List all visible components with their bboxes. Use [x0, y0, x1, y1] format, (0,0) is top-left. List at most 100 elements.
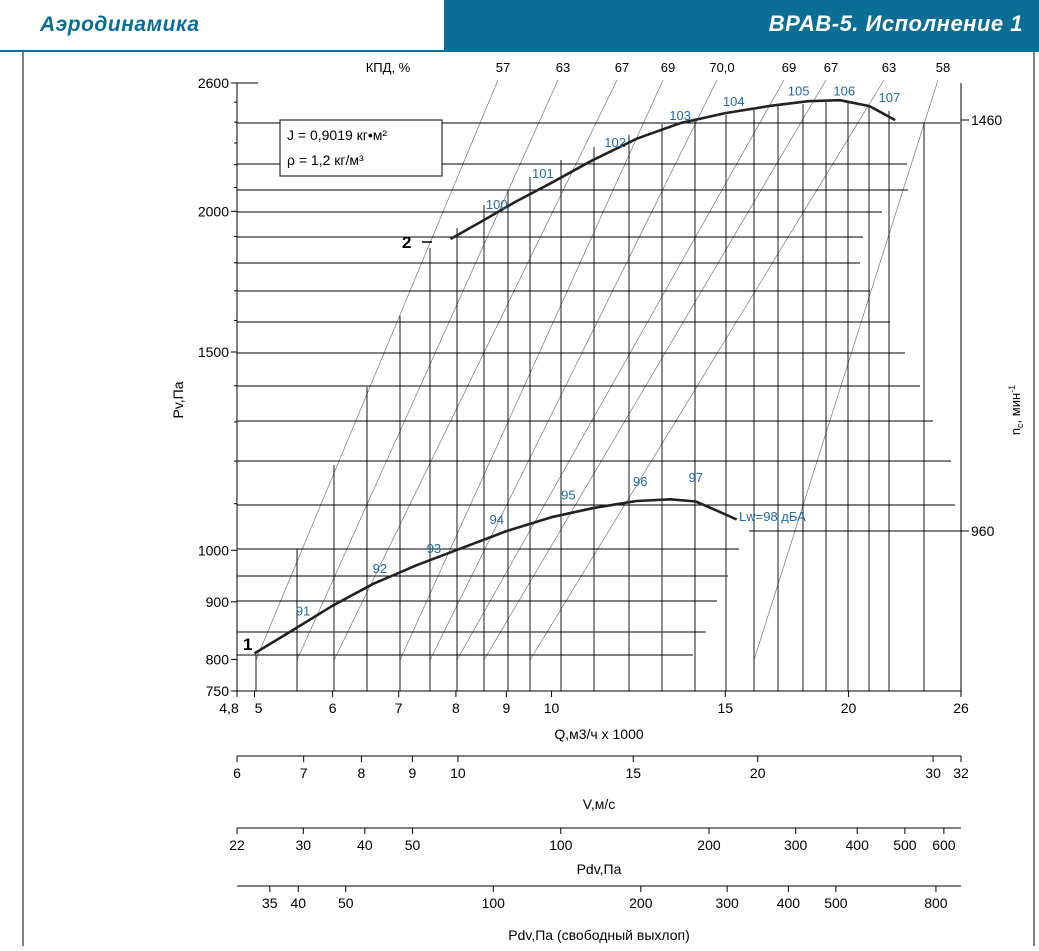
secondary-scale-tick-label: 200	[697, 837, 721, 853]
secondary-scale-tick-label: 500	[824, 895, 848, 911]
efficiency-line	[529, 79, 885, 661]
efficiency-tick-label: 57	[496, 60, 510, 75]
secondary-scale-tick-label: 22	[229, 837, 245, 853]
y-tick-label: 1000	[198, 542, 229, 558]
secondary-scale-label: Pdv,Па	[577, 861, 622, 877]
aerodynamics-chart: 2600 2000 1500 1000 900 800 750 4,8 5 6 7 8 9 10 15 20 2…	[0, 52, 1039, 946]
curve-label-1: 1	[243, 635, 252, 654]
secondary-scale-tick-label: 30	[296, 837, 312, 853]
section-title: Аэродинамика	[40, 13, 200, 36]
x-tick-label: 5	[255, 700, 263, 716]
x-tick-label: 6	[329, 700, 337, 716]
x-axis-label: Q,м3/ч x 1000	[554, 726, 644, 742]
efficiency-tick-label: 67	[824, 60, 838, 75]
noise-level-label: 92	[373, 561, 387, 576]
noise-level-label: 107	[879, 90, 901, 105]
efficiency-line	[753, 79, 939, 661]
y-tick-label: 1500	[198, 344, 229, 360]
secondary-scale-tick-label: 800	[924, 895, 948, 911]
efficiency-line	[429, 79, 718, 661]
secondary-scale-tick-label: 15	[626, 765, 642, 781]
curve-label-2: 2	[402, 233, 411, 252]
x-tick-label: 9	[502, 700, 510, 716]
efficiency-tick-label: 63	[556, 60, 570, 75]
secondary-scale-tick-label: 400	[846, 837, 870, 853]
noise-level-label: 106	[833, 83, 855, 98]
x-tick-label: 26	[953, 700, 969, 716]
efficiency-tick-label: 58	[936, 60, 950, 75]
info-box-line: ρ = 1,2 кг/м³	[287, 152, 364, 168]
secondary-scale-label: V,м/с	[583, 796, 615, 812]
efficiency-line	[456, 79, 785, 661]
efficiency-tick-label: 69	[661, 60, 675, 75]
y-tick-label: 2600	[198, 75, 229, 91]
right-axis-label-sup: -1	[1007, 385, 1017, 393]
efficiency-tick-label: 70,0	[709, 60, 734, 75]
y-axis-label: Pv,Па	[170, 381, 186, 418]
noise-level-label: 91	[296, 604, 310, 619]
header-left-panel: Аэродинамика	[0, 0, 444, 52]
info-box	[279, 119, 443, 177]
performance-curve-1	[253, 498, 738, 655]
y-tick-label: 2000	[198, 203, 229, 219]
secondary-scale-tick-label: 50	[338, 895, 354, 911]
noise-level-label: 93	[427, 541, 441, 556]
efficiency-line	[399, 79, 664, 661]
x-tick-label: 10	[544, 700, 560, 716]
secondary-scale-tick-label: 32	[953, 765, 969, 781]
x-tick-label: 15	[717, 700, 733, 716]
page-header: Аэродинамика ВРАВ-5. Исполнение 1	[0, 0, 1039, 52]
secondary-scale-tick-label: 500	[893, 837, 917, 853]
secondary-scale-label: Pdv,Па (свободный выхлоп)	[508, 927, 689, 943]
secondary-scale-tick-label: 40	[290, 895, 306, 911]
efficiency-line	[483, 79, 827, 661]
secondary-scale-tick-label: 30	[925, 765, 941, 781]
secondary-scale-tick-label: 400	[777, 895, 801, 911]
efficiency-tick-label: 67	[615, 60, 629, 75]
secondary-scale-tick-label: 20	[750, 765, 766, 781]
performance-curve-2	[449, 98, 896, 241]
product-title: ВРАВ-5. Исполнение 1	[768, 11, 1023, 36]
secondary-scale-tick-label: 100	[549, 837, 573, 853]
noise-level-label: 96	[633, 474, 647, 489]
secondary-scale-tick-label: 7	[300, 765, 308, 781]
header-right-panel: ВРАВ-5. Исполнение 1	[444, 0, 1039, 52]
noise-level-label: 100	[486, 197, 508, 212]
right-axis-label-sub: с	[1015, 423, 1025, 428]
y-tick-label: 800	[206, 651, 230, 667]
efficiency-line	[333, 79, 618, 661]
right-axis-label-unit: , мин	[1008, 393, 1023, 424]
noise-level-label: 103	[669, 108, 691, 123]
secondary-scale-tick-label: 50	[405, 837, 421, 853]
noise-level-label: 94	[490, 512, 504, 527]
noise-level-label: 105	[788, 83, 810, 98]
secondary-scale-tick-label: 300	[784, 837, 808, 853]
right-axis-label-symbol: n	[1008, 428, 1023, 435]
noise-level-label: 102	[604, 135, 626, 150]
secondary-scale-tick-label: 300	[715, 895, 739, 911]
secondary-scale-tick-label: 6	[233, 765, 241, 781]
secondary-scale-tick-label: 10	[450, 765, 466, 781]
y-tick-label: 900	[206, 594, 230, 610]
noise-level-label: 104	[723, 94, 745, 109]
x-tick-label: 8	[452, 700, 460, 716]
lw-label: Lw=98 дБА	[739, 509, 806, 524]
efficiency-axis-label: КПД, %	[366, 60, 411, 75]
secondary-scale-tick-label: 200	[629, 895, 653, 911]
noise-level-label: 95	[561, 487, 575, 502]
noise-level-label: 97	[688, 470, 702, 485]
noise-level-label: 101	[532, 166, 554, 181]
efficiency-line	[296, 79, 559, 661]
secondary-scale-tick-label: 8	[358, 765, 366, 781]
efficiency-tick-label: 69	[782, 60, 796, 75]
secondary-scale-tick-label: 35	[262, 895, 278, 911]
secondary-scale-tick-label: 100	[482, 895, 506, 911]
speed-tick-label: 1460	[971, 112, 1002, 128]
efficiency-tick-label: 63	[882, 60, 896, 75]
x-tick-label: 4,8	[219, 700, 239, 716]
efficiency-line	[255, 79, 499, 661]
secondary-scale-tick-label: 600	[932, 837, 956, 853]
secondary-scale-tick-label: 9	[408, 765, 416, 781]
y-tick-label: 750	[206, 683, 230, 699]
